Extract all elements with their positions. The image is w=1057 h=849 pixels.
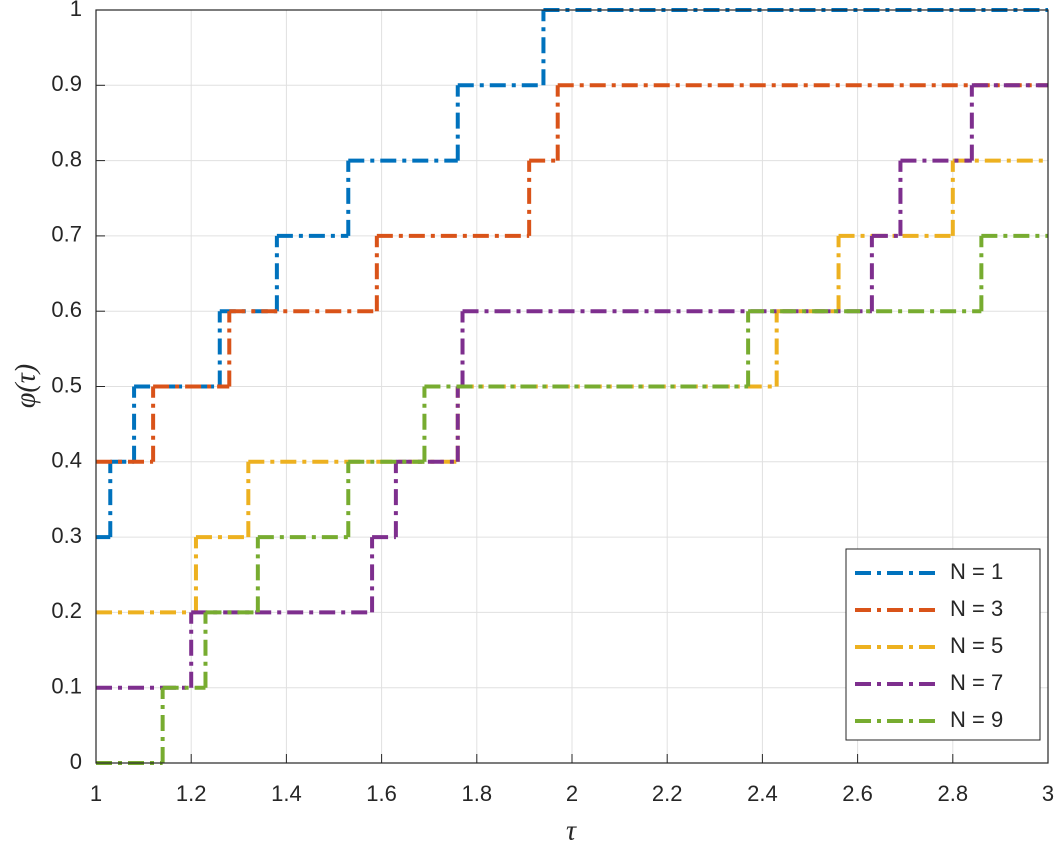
x-tick-label: 1.2 bbox=[176, 781, 207, 806]
y-tick-label: 0.6 bbox=[51, 297, 82, 322]
x-tick-label: 1.8 bbox=[462, 781, 493, 806]
y-tick-label: 0.1 bbox=[51, 674, 82, 699]
y-tick-label: 0.5 bbox=[51, 372, 82, 397]
legend-label: N = 3 bbox=[950, 596, 1003, 621]
y-tick-label: 0.9 bbox=[51, 71, 82, 96]
x-tick-label: 1.6 bbox=[366, 781, 397, 806]
y-tick-label: 0.8 bbox=[51, 146, 82, 171]
x-tick-label: 1 bbox=[90, 781, 102, 806]
y-axis-label: φ(τ) bbox=[10, 364, 41, 408]
y-tick-label: 0 bbox=[70, 749, 82, 774]
x-tick-label: 2.2 bbox=[652, 781, 683, 806]
x-tick-label: 2.4 bbox=[747, 781, 778, 806]
legend-label: N = 1 bbox=[950, 559, 1003, 584]
legend-label: N = 7 bbox=[950, 670, 1003, 695]
plot-frame bbox=[95, 9, 1049, 764]
y-tick-label: 0.7 bbox=[51, 222, 82, 247]
x-tick-label: 2 bbox=[566, 781, 578, 806]
legend-label: N = 9 bbox=[950, 707, 1003, 732]
legend-box bbox=[845, 548, 1041, 741]
legend-label: N = 5 bbox=[950, 633, 1003, 658]
series bbox=[96, 83, 1048, 464]
y-tick-label: 0.2 bbox=[51, 598, 82, 623]
series bbox=[96, 233, 1048, 765]
y-tick-label: 0.3 bbox=[51, 523, 82, 548]
x-tick-label: 3 bbox=[1042, 781, 1054, 806]
y-tick-label: 1 bbox=[70, 0, 82, 21]
y-tick-label: 0.4 bbox=[51, 448, 82, 473]
x-tick-label: 2.8 bbox=[938, 781, 969, 806]
x-axis-label: τ bbox=[566, 815, 577, 846]
x-tick-label: 1.4 bbox=[271, 781, 302, 806]
x-tick-label: 2.6 bbox=[842, 781, 873, 806]
